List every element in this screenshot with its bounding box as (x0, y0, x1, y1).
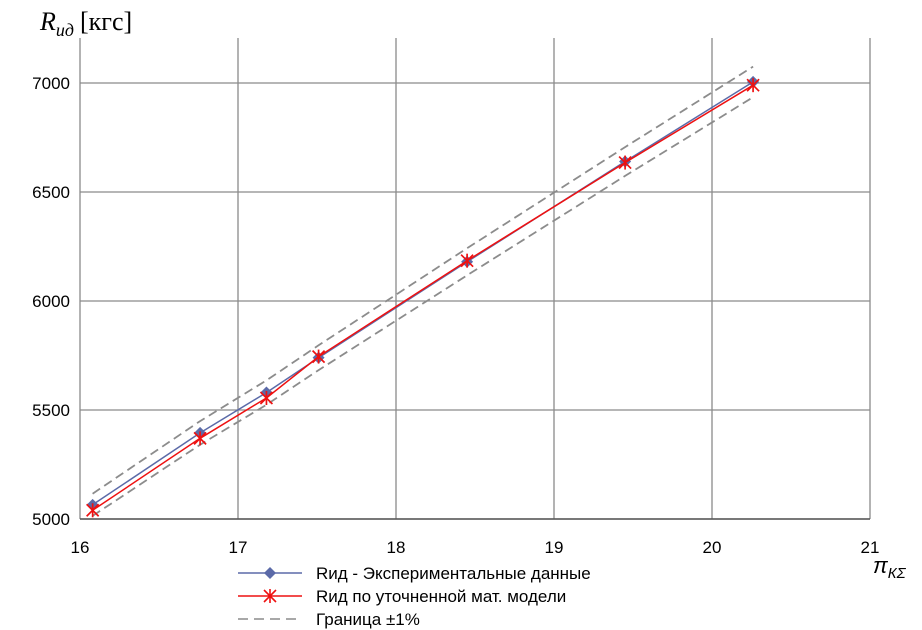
y-tick-label: 7000 (32, 74, 70, 93)
y-tick-label: 6000 (32, 292, 70, 311)
data-point-asterisk (311, 349, 326, 364)
tick-labels: 5000 5500 6000 6500 7000 16 17 18 19 20 21 (32, 74, 879, 557)
y-axis-title: Rид [кгс] (39, 7, 132, 40)
legend-item-experimental: Rид - Экспериментальные данные (238, 564, 591, 583)
legend-item-bounds: Граница ±1% (238, 610, 420, 629)
x-tick-label: 21 (861, 538, 880, 557)
grid (79, 38, 871, 520)
y-axis-title-sub: ид (56, 20, 74, 40)
legend: Rид - Экспериментальные данные Rид по ут… (238, 564, 591, 629)
y-axis-title-main: R (39, 7, 56, 36)
y-tick-label: 6500 (32, 183, 70, 202)
series-layer (86, 65, 760, 518)
x-tick-label: 17 (229, 538, 248, 557)
legend-marker-diamond-icon (264, 567, 276, 579)
series-line-1 (92, 84, 754, 511)
data-point-asterisk (259, 391, 274, 406)
series-line-3 (92, 96, 754, 517)
legend-label-model: Rид по уточненной мат. модели (316, 587, 566, 606)
x-tick-label: 19 (545, 538, 564, 557)
x-tick-label: 18 (387, 538, 406, 557)
legend-label-bounds: Граница ±1% (316, 610, 420, 629)
x-axis-title-main: π (873, 553, 889, 578)
y-axis-title-unit: [кгс] (80, 7, 132, 36)
data-point-asterisk (86, 503, 100, 518)
legend-label-experimental: Rид - Экспериментальные данные (316, 564, 591, 583)
data-point-asterisk (746, 78, 760, 93)
series-line-2 (92, 65, 754, 495)
legend-item-model: Rид по уточненной мат. модели (238, 587, 566, 606)
x-tick-label: 16 (71, 538, 90, 557)
y-tick-label: 5500 (32, 401, 70, 420)
x-tick-label: 20 (703, 538, 722, 557)
data-point-asterisk (193, 431, 207, 446)
y-tick-label: 5000 (32, 510, 70, 529)
x-axis-title-sub: КΣ (888, 565, 907, 582)
data-point-asterisk (460, 253, 474, 268)
x-axis-title: πКΣ (873, 553, 907, 582)
data-point-asterisk (618, 155, 632, 170)
legend-marker-asterisk-icon (263, 589, 277, 603)
